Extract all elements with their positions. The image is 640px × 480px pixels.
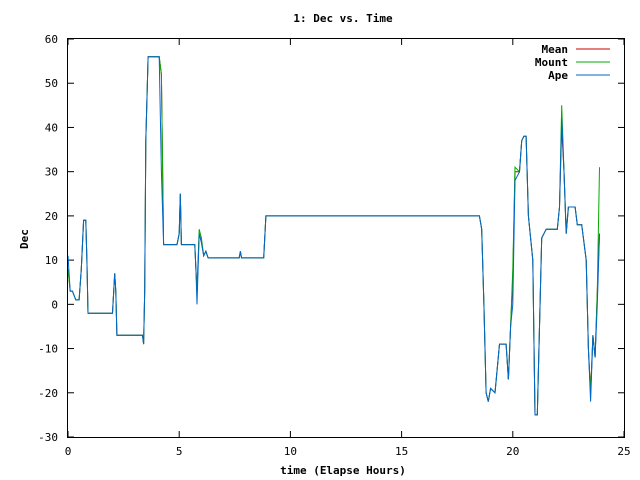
legend-label-ape: Ape xyxy=(548,69,568,82)
legend-label-mount: Mount xyxy=(535,56,568,69)
series-line-mean xyxy=(67,56,600,416)
x-axis-ticks: 0 5 10 15 20 25 xyxy=(65,39,631,458)
x-tick-label: 25 xyxy=(617,445,630,458)
x-tick-label: 0 xyxy=(65,445,72,458)
legend-label-mean: Mean xyxy=(542,43,569,56)
y-axis-label: Dec xyxy=(18,229,31,249)
series-line-mount xyxy=(67,56,600,416)
y-tick-label: 20 xyxy=(45,210,58,223)
y-tick-label: 0 xyxy=(51,298,58,311)
x-tick-label: 20 xyxy=(506,445,519,458)
y-tick-label: -30 xyxy=(38,431,58,444)
y-tick-label: 50 xyxy=(45,77,58,90)
chart-title: 1: Dec vs. Time xyxy=(293,12,393,25)
y-axis-ticks: -30 -20 -10 0 10 20 30 40 50 60 xyxy=(38,33,624,444)
plot-lines xyxy=(67,56,600,416)
x-tick-label: 15 xyxy=(395,445,408,458)
y-tick-label: 30 xyxy=(45,166,58,179)
y-tick-label: -10 xyxy=(38,343,58,356)
x-tick-label: 10 xyxy=(284,445,297,458)
y-tick-label: -20 xyxy=(38,387,58,400)
x-axis-label: time (Elapse Hours) xyxy=(280,464,406,477)
y-tick-label: 40 xyxy=(45,121,58,134)
plot-area-border xyxy=(67,38,625,438)
x-tick-label: 5 xyxy=(176,445,183,458)
series-line-ape xyxy=(67,56,600,416)
y-tick-label: 10 xyxy=(45,254,58,267)
y-tick-label: 60 xyxy=(45,33,58,46)
